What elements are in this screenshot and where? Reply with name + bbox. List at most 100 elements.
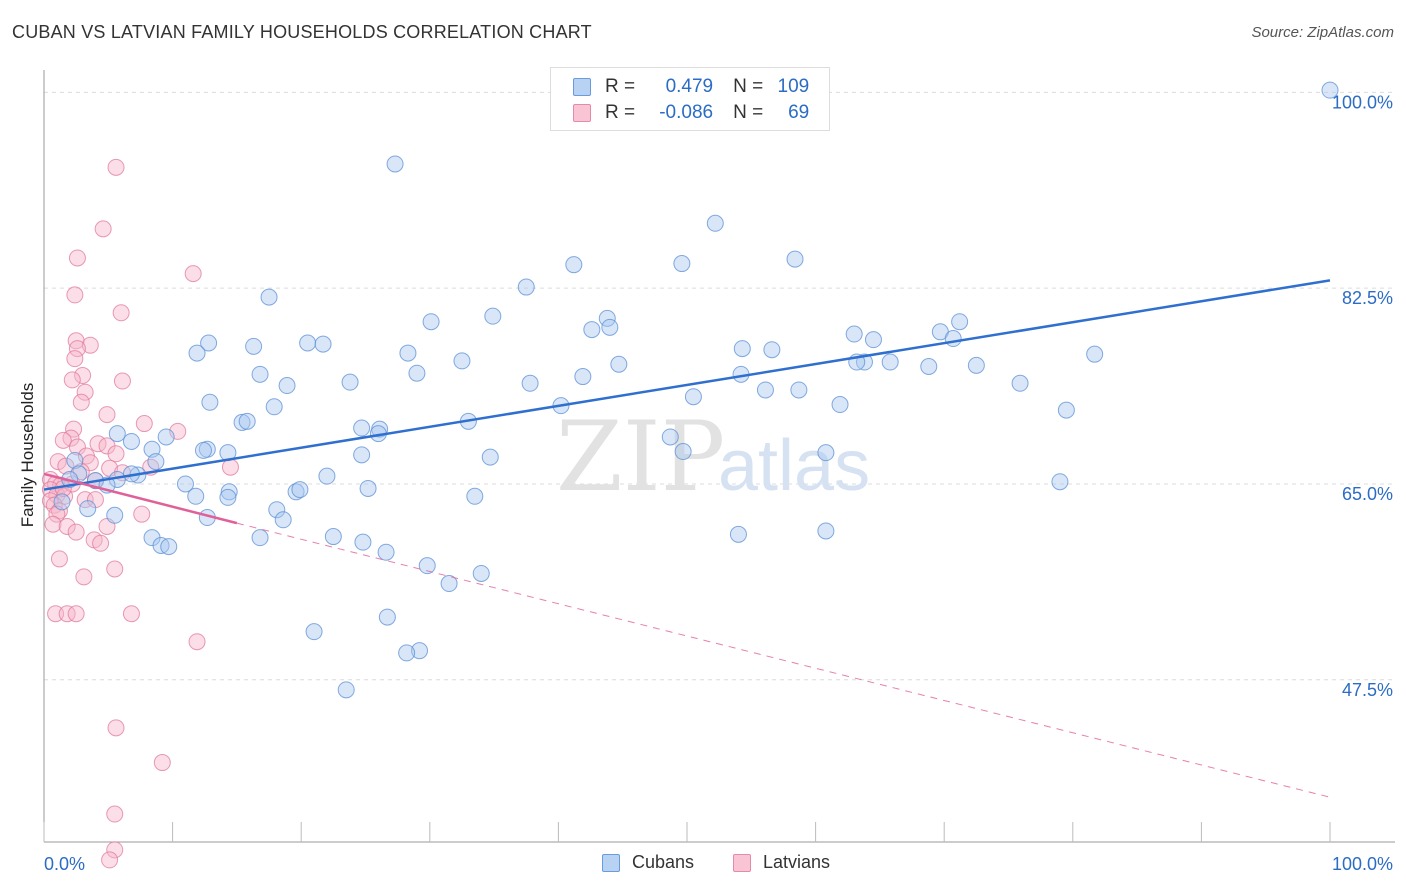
cubans-point	[200, 334, 218, 352]
latvians-point	[76, 383, 94, 401]
latvians-point	[184, 265, 202, 283]
cubans-point	[453, 352, 471, 370]
latvians-point	[133, 505, 151, 523]
cubans-point	[517, 278, 535, 296]
latvians-r-label: R =	[605, 102, 636, 123]
cubans-n-value: 109	[777, 76, 810, 97]
cubans-point	[147, 453, 165, 471]
latvians-point	[106, 805, 124, 823]
latvians-point	[75, 568, 93, 586]
latvians-point	[98, 406, 116, 424]
cubans-point	[610, 355, 628, 373]
cubans-point	[79, 500, 97, 518]
cubans-point	[299, 334, 317, 352]
cubans-point	[673, 255, 691, 273]
cubans-point	[233, 413, 251, 431]
cubans-point	[353, 419, 371, 437]
cubans-point	[440, 575, 458, 593]
latvians-point	[106, 560, 124, 578]
cubans-point	[265, 398, 283, 416]
latvians-r-value: -0.086	[659, 102, 714, 123]
chart-title: CUBAN VS LATVIAN FAMILY HOUSEHOLDS CORRE…	[12, 22, 592, 42]
latvians-point	[112, 304, 130, 322]
cubans-point	[763, 341, 781, 359]
latvians-point	[68, 340, 86, 358]
latvians-point	[107, 719, 125, 737]
cubans-point	[864, 331, 882, 349]
legend-row-cubans: R = 0.479 N = 109	[573, 75, 809, 99]
cubans-point	[817, 522, 835, 540]
latvians-point	[66, 350, 84, 368]
legend-item-cubans[interactable]: Cubans	[602, 852, 694, 873]
cubans-point	[341, 373, 359, 391]
cubans-n-label: N =	[733, 76, 764, 97]
cubans-point	[944, 330, 962, 348]
cubans-point	[565, 256, 583, 274]
cubans-point	[324, 528, 342, 546]
cubans-point	[176, 475, 194, 493]
latvians-point	[68, 438, 86, 456]
y-tick-label: 65.0%	[1342, 484, 1393, 504]
cubans-point	[188, 344, 206, 362]
latvians-point	[135, 415, 153, 433]
cubans-point	[466, 487, 484, 505]
cubans-point	[790, 381, 808, 399]
cubans-point	[408, 364, 426, 382]
latvians-point	[66, 286, 84, 304]
latvians-point	[68, 249, 86, 267]
latvians-point	[107, 158, 125, 176]
cubans-point	[881, 353, 899, 371]
legend-series: Cubans Latvians	[0, 852, 1406, 876]
latvians-n-label: N =	[733, 102, 764, 123]
latvians-point	[81, 336, 99, 354]
latvians-point	[122, 605, 140, 623]
cubans-point	[817, 444, 835, 462]
cubans-point	[733, 340, 751, 358]
cubans-point	[106, 506, 124, 524]
x-tick-label-max: 100.0%	[1332, 854, 1393, 874]
cubans-point	[359, 479, 377, 497]
latvians-point	[221, 458, 239, 476]
cubans-point	[845, 325, 863, 343]
y-tick-label: 100.0%	[1332, 92, 1393, 112]
cubans-point	[422, 313, 440, 331]
latvians-point	[188, 633, 206, 651]
cubans-point	[122, 432, 140, 450]
cubans-point	[481, 448, 499, 466]
cubans-point	[337, 681, 355, 699]
cubans-point	[1321, 81, 1339, 99]
watermark-zip: ZIP	[556, 401, 725, 513]
cubans-point	[251, 529, 269, 547]
cubans-point	[756, 381, 774, 399]
latvians-point	[58, 605, 76, 623]
latvians-point	[94, 220, 112, 238]
cubans-point	[314, 335, 332, 353]
latvians-point	[72, 393, 90, 411]
cubans-point	[251, 365, 269, 383]
cubans-point	[706, 214, 724, 232]
latvians-point	[57, 457, 75, 475]
latvians-trend-line	[43, 472, 238, 525]
legend-item-latvians[interactable]: Latvians	[733, 852, 830, 873]
cubans-r-label: R =	[605, 76, 636, 97]
cubans-point	[583, 321, 601, 339]
latvians-point	[92, 534, 110, 552]
cubans-point	[268, 501, 286, 519]
cubans-point	[238, 412, 256, 430]
cubans-point	[398, 644, 416, 662]
cubans-point	[219, 488, 237, 506]
cubans-point	[377, 543, 395, 561]
legend-row-latvians: R = -0.086 N = 69	[573, 101, 809, 125]
cubans-point	[305, 623, 323, 641]
y-tick-label: 47.5%	[1342, 680, 1393, 700]
cubans-point	[354, 533, 372, 551]
cubans-point	[291, 481, 309, 499]
latvians-point	[47, 605, 65, 623]
cubans-point	[418, 557, 436, 575]
cubans-point	[729, 525, 747, 543]
latvians-legend-label: Latvians	[763, 852, 831, 872]
latvians-point	[44, 515, 62, 533]
cubans-point	[260, 288, 278, 306]
latvians-swatch	[573, 104, 591, 122]
